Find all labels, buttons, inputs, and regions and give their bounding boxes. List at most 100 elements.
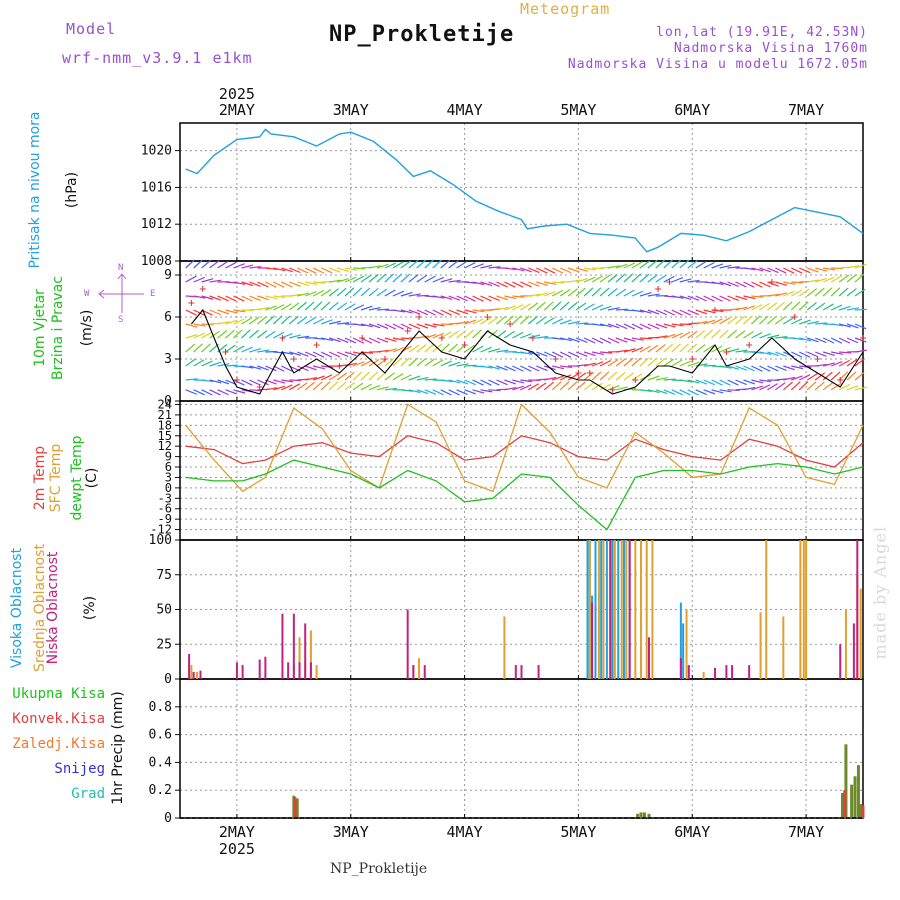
- mid-cloud-bar: [685, 609, 688, 679]
- wind-arrow: [456, 261, 468, 269]
- wind-gust-mark: [416, 314, 423, 320]
- wind-gust-mark: [837, 377, 844, 383]
- compass-north: N: [118, 263, 124, 273]
- wind-arrow: [313, 281, 326, 284]
- wind-arrow: [233, 295, 245, 302]
- wind-arrow: [711, 329, 721, 339]
- top-axis-day-label: 7MAY: [788, 101, 824, 119]
- wind-arrow: [591, 275, 603, 283]
- wind-arrow: [472, 345, 484, 353]
- mid-cloud-bar: [844, 609, 847, 679]
- wind-arrow: [560, 319, 572, 325]
- wind-gust-mark: [461, 342, 468, 348]
- wind-arrow: [265, 305, 277, 311]
- wind-arrow: [536, 335, 549, 339]
- wind-arrow: [559, 267, 572, 274]
- wind-arrow: [217, 260, 228, 269]
- y-tick-label: 100: [149, 533, 172, 548]
- wind-arrow: [775, 336, 788, 339]
- wind-arrow: [416, 294, 429, 297]
- wind-arrow: [727, 295, 739, 301]
- high-cloud-bar: [600, 540, 603, 679]
- wind-arrow: [304, 317, 316, 325]
- wind-arrow: [568, 320, 581, 325]
- wind-arrow: [488, 348, 501, 353]
- wind-arrow: [281, 267, 293, 273]
- conv-precip-bar: [843, 790, 847, 818]
- wind-arrow: [751, 295, 764, 298]
- wind-gust-mark: [529, 335, 536, 341]
- wind-arrow: [743, 295, 756, 300]
- wind-arrow: [767, 351, 780, 357]
- wind-arrow: [735, 365, 747, 371]
- wind-arrow: [551, 381, 562, 391]
- wind-arrow: [647, 357, 658, 367]
- wind-gust-mark: [768, 279, 775, 285]
- wind-arrow: [687, 330, 698, 339]
- wind-arrow: [719, 365, 732, 369]
- wind-arrow: [504, 315, 514, 325]
- wind-arrow: [592, 267, 605, 270]
- wind-arrow: [599, 337, 612, 344]
- wind-arrow: [607, 288, 618, 297]
- wind-gust-mark: [746, 342, 753, 348]
- wind-arrow: [775, 365, 787, 372]
- wind-arrow: [448, 389, 460, 396]
- wind-arrow: [695, 344, 706, 353]
- wind-gust-mark: [313, 342, 320, 348]
- wind-arrow: [464, 329, 474, 339]
- compass-west: W: [84, 289, 90, 299]
- wind-arrow: [583, 351, 596, 357]
- wind-arrow: [384, 357, 395, 367]
- wind-arrow: [544, 267, 556, 274]
- wind-arrow: [305, 365, 317, 371]
- wind-arrow: [679, 379, 692, 383]
- wind-arrow: [815, 322, 828, 325]
- wind-arrow: [719, 329, 729, 339]
- wind-arrow: [655, 259, 666, 269]
- wind-arrow: [791, 351, 803, 358]
- wind-arrow: [743, 379, 756, 385]
- wind-arrow: [281, 379, 294, 383]
- wind-arrow: [775, 351, 787, 357]
- wind-arrow: [703, 295, 715, 302]
- bottom-axis-day-label: 4MAY: [447, 823, 483, 841]
- wind-arrow: [472, 389, 485, 394]
- wind-arrow: [727, 316, 738, 325]
- wind-arrow: [743, 386, 756, 391]
- total-precip-bar: [642, 812, 646, 818]
- mid-cloud-bar: [765, 540, 768, 679]
- wind-arrow: [289, 281, 301, 287]
- wind-arrow: [384, 337, 397, 342]
- low-cloud-bar: [298, 662, 301, 679]
- wind-gust-mark: [689, 356, 696, 362]
- wind-arrow: [296, 316, 308, 325]
- wind-arrow: [695, 309, 708, 315]
- wind-arrow: [440, 389, 452, 396]
- y-tick-label: 9: [165, 450, 172, 464]
- wind-arrow: [504, 386, 517, 391]
- compass-rose: N W E S: [84, 263, 164, 325]
- wind-arrow: [376, 386, 389, 391]
- wind-arrow: [671, 277, 684, 283]
- wind-arrow: [838, 337, 851, 344]
- wind-arrow: [241, 365, 254, 369]
- wind-arrow: [775, 292, 788, 297]
- wind-arrow: [337, 322, 350, 325]
- wind-arrow: [551, 318, 564, 325]
- wind-arrow: [719, 281, 732, 287]
- mid-cloud-bar: [503, 616, 506, 679]
- wind-arrow: [631, 357, 642, 367]
- wind-arrow: [695, 389, 707, 396]
- wind-arrow: [336, 381, 347, 391]
- wind-arrow: [520, 384, 532, 391]
- wind-arrow: [520, 267, 532, 273]
- mid-cloud-bar: [651, 540, 654, 679]
- wind-arrow: [854, 386, 867, 391]
- wind-arrow: [583, 382, 595, 391]
- wind-arrow: [623, 262, 636, 269]
- wind-gust-mark: [199, 286, 206, 292]
- footer-station: NP_Prokletije: [330, 861, 428, 877]
- wind-arrow: [456, 389, 468, 396]
- wind-arrow: [575, 278, 588, 283]
